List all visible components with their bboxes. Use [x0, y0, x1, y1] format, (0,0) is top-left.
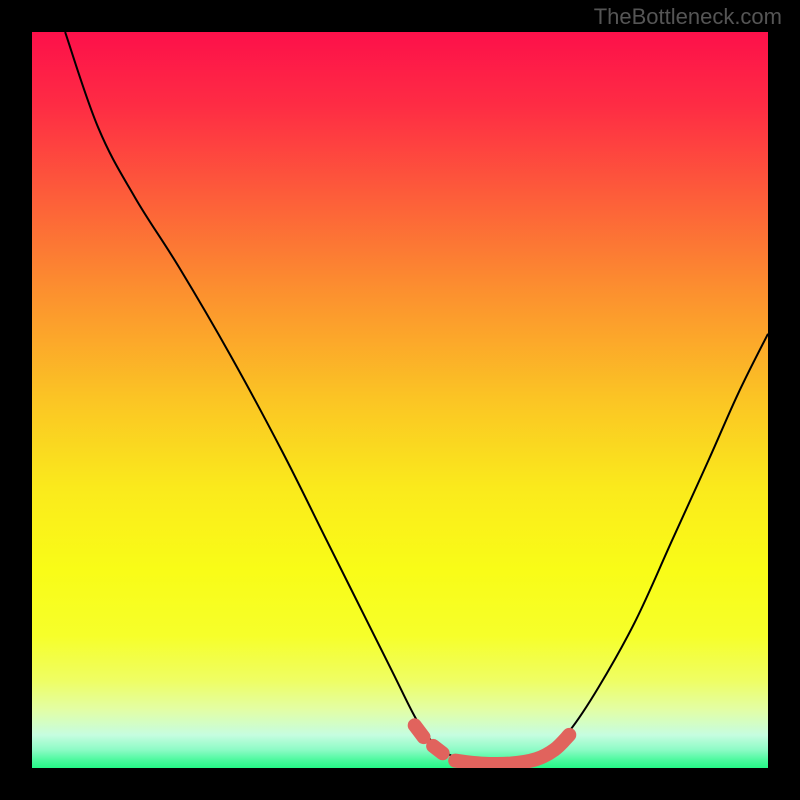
chart-container: TheBottleneck.com [0, 0, 800, 800]
bottleneck-curve [65, 32, 768, 762]
plot-area [32, 32, 768, 768]
highlight-segment-2 [455, 735, 569, 764]
curve-overlay [32, 32, 768, 768]
highlight-segment-0 [415, 725, 424, 737]
watermark-text: TheBottleneck.com [594, 4, 782, 30]
highlight-segment-1 [433, 746, 443, 753]
